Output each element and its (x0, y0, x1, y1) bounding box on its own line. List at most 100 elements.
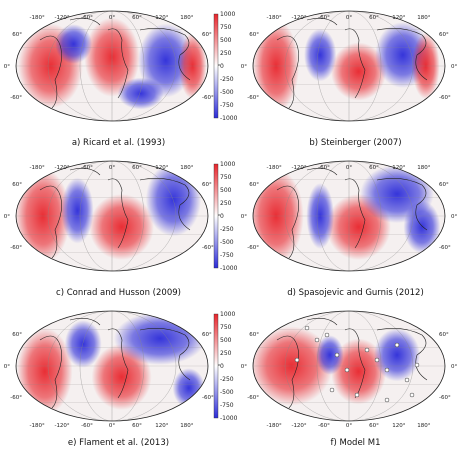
lat-label: -60° (202, 395, 214, 401)
lat-label: -60° (10, 245, 22, 251)
lon-label: 0° (109, 15, 115, 21)
lat-label: -60° (439, 95, 451, 101)
colorbar-tick-label: 750 (220, 324, 232, 331)
colorbar-tick-label: -250 (220, 76, 234, 83)
map-field (253, 11, 445, 121)
lon-label: -180° (30, 165, 45, 171)
negative-anomaly (373, 328, 421, 382)
panel-caption: a) Ricard et al. (1993) (71, 138, 166, 148)
coastline (376, 28, 428, 81)
map-panel-e: -180°-120°-60°0°60°120°180°60°60°0°0°-60… (0, 300, 237, 449)
map-field (253, 311, 445, 421)
lon-label: -60° (81, 423, 93, 429)
coastline (306, 168, 338, 176)
coastline (69, 168, 101, 176)
data-marker (384, 397, 390, 403)
coastline (69, 318, 101, 326)
colorbar-tick-label: -1000 (220, 115, 237, 122)
lon-label: 60° (369, 165, 379, 171)
negative-anomaly (61, 177, 94, 244)
data-marker (334, 352, 340, 358)
positive-anomaly (84, 17, 140, 97)
colorbar-tick-label: -1000 (220, 415, 237, 422)
map-outline (252, 310, 446, 422)
lat-label: 60° (202, 182, 212, 188)
lon-label: -180° (30, 423, 45, 429)
lat-label: 0° (4, 64, 10, 70)
lon-label: -180° (267, 423, 282, 429)
lat-label: 60° (439, 182, 449, 188)
colorbar-tick-label: 1000 (220, 11, 235, 18)
lon-label: 60° (369, 423, 379, 429)
colorbar-tick-label: 250 (220, 350, 232, 357)
lon-label: 60° (132, 423, 142, 429)
coastline (276, 35, 299, 109)
lon-label: -60° (81, 15, 93, 21)
coastline (306, 18, 338, 26)
lat-label: 0° (451, 64, 457, 70)
data-marker (384, 367, 390, 373)
lat-label: -60° (10, 395, 22, 401)
colorbar-tick-label: 750 (220, 174, 232, 181)
positive-anomaly (89, 194, 154, 260)
lat-label: -60° (247, 245, 259, 251)
map-panel-a: -180°-120°-60°0°60°120°180°60°60°0°0°-60… (0, 0, 237, 149)
lon-label: 60° (369, 15, 379, 21)
negative-anomaly (315, 335, 344, 375)
map-field (16, 161, 208, 271)
colorbar-tick-label: 500 (220, 37, 232, 44)
colorbar-tick-label: 750 (220, 24, 232, 31)
panel-caption: c) Conrad and Husson (2009) (56, 288, 181, 298)
data-marker (404, 377, 410, 383)
panel-caption: d) Spasojevic and Gurnis (2012) (287, 288, 424, 298)
lon-label: 120° (392, 165, 405, 171)
lon-label: -120° (54, 165, 69, 171)
colorbar-tick-label: 1000 (220, 161, 235, 168)
lat-label: -60° (202, 95, 214, 101)
map-panel-b: -180° -120° -60° 0° 60° 120° 180° 60° 60° 0° 0° -60… (237, 0, 474, 149)
lon-label: -60° (81, 165, 93, 171)
colorbar-tick-label: -250 (220, 226, 234, 233)
colorbar-tick-label: 500 (220, 187, 232, 194)
colorbar (213, 313, 219, 419)
coastline (107, 28, 129, 99)
lat-label: 60° (202, 332, 212, 338)
coastline (344, 328, 366, 399)
lat-label: 0° (4, 364, 10, 370)
lon-label: 180° (417, 15, 430, 21)
lon-label: -180° (30, 15, 45, 21)
data-marker (314, 337, 320, 343)
data-marker (294, 357, 300, 363)
colorbar-tick-label: -750 (220, 402, 234, 409)
map-outline (15, 160, 209, 272)
lon-label: -60° (318, 423, 330, 429)
coastline (39, 35, 62, 109)
lon-label: 180° (180, 165, 193, 171)
coastline (39, 185, 62, 259)
positive-anomaly (330, 338, 387, 405)
negative-anomaly (64, 320, 102, 368)
data-marker (344, 367, 350, 373)
map-outline (252, 10, 446, 122)
lat-label: 60° (439, 32, 449, 38)
map-field (16, 11, 208, 121)
lon-label: -120° (291, 423, 306, 429)
colorbar-tick-label: 500 (220, 337, 232, 344)
negative-anomaly (113, 312, 207, 365)
data-marker (304, 325, 310, 331)
lon-label: -120° (54, 423, 69, 429)
lon-label: -120° (291, 165, 306, 171)
colorbar-tick-label: 1000 (220, 311, 235, 318)
panel-caption: f) Model M1 (330, 438, 381, 448)
lon-label: -60° (318, 15, 330, 21)
lon-label: 0° (109, 423, 115, 429)
lon-label: 0° (346, 423, 352, 429)
colorbar-tick-label: -1000 (220, 265, 237, 272)
coastline (376, 178, 428, 231)
lon-label: -120° (54, 15, 69, 21)
map-panel-c: -180°-120°-60°0°60°120°180°60°60°0°0°-60… (0, 150, 237, 299)
lat-label: 60° (249, 182, 259, 188)
map-outline (15, 310, 209, 422)
positive-anomaly (330, 42, 387, 101)
colorbar-tick-label: 0 (220, 363, 224, 370)
